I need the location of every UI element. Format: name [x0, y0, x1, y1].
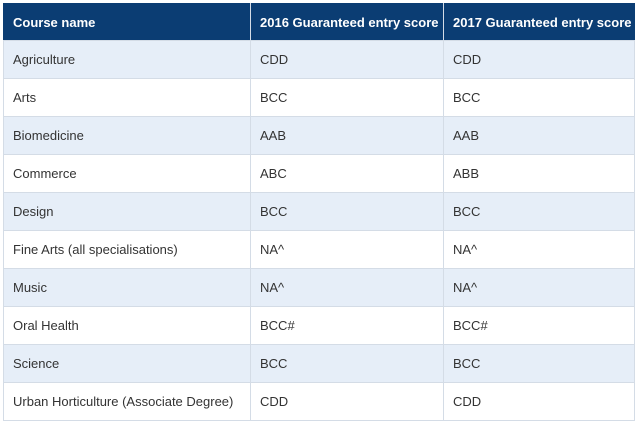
cell-2016-score: ABC — [251, 155, 444, 193]
cell-2017-score: CDD — [444, 383, 635, 421]
cell-2017-score: BCC# — [444, 307, 635, 345]
cell-2016-score: BCC — [251, 193, 444, 231]
cell-course-name: Urban Horticulture (Associate Degree) — [4, 383, 251, 421]
table-row: Commerce ABC ABB — [4, 155, 635, 193]
cell-2017-score: NA^ — [444, 231, 635, 269]
entry-score-table: Course name 2016 Guaranteed entry score … — [3, 3, 635, 421]
cell-2017-score: BCC — [444, 79, 635, 117]
cell-2016-score: CDD — [251, 41, 444, 79]
cell-2017-score: CDD — [444, 41, 635, 79]
cell-2017-score: AAB — [444, 117, 635, 155]
cell-2016-score: NA^ — [251, 231, 444, 269]
cell-course-name: Arts — [4, 79, 251, 117]
table-row: Arts BCC BCC — [4, 79, 635, 117]
table-row: Fine Arts (all specialisations) NA^ NA^ — [4, 231, 635, 269]
table-row: Oral Health BCC# BCC# — [4, 307, 635, 345]
table-row: Biomedicine AAB AAB — [4, 117, 635, 155]
cell-2016-score: BCC — [251, 79, 444, 117]
cell-course-name: Design — [4, 193, 251, 231]
entry-score-table-container: Course name 2016 Guaranteed entry score … — [3, 3, 634, 421]
cell-2016-score: CDD — [251, 383, 444, 421]
table-body: Agriculture CDD CDD Arts BCC BCC Biomedi… — [4, 41, 635, 421]
table-row: Science BCC BCC — [4, 345, 635, 383]
cell-course-name: Oral Health — [4, 307, 251, 345]
cell-course-name: Science — [4, 345, 251, 383]
header-2016-score: 2016 Guaranteed entry score — [251, 4, 444, 41]
cell-2017-score: BCC — [444, 345, 635, 383]
cell-2017-score: ABB — [444, 155, 635, 193]
cell-course-name: Agriculture — [4, 41, 251, 79]
cell-2016-score: BCC# — [251, 307, 444, 345]
cell-course-name: Fine Arts (all specialisations) — [4, 231, 251, 269]
table-header-row: Course name 2016 Guaranteed entry score … — [4, 4, 635, 41]
cell-2017-score: NA^ — [444, 269, 635, 307]
table-row: Design BCC BCC — [4, 193, 635, 231]
cell-2016-score: NA^ — [251, 269, 444, 307]
cell-course-name: Biomedicine — [4, 117, 251, 155]
cell-2016-score: BCC — [251, 345, 444, 383]
cell-2016-score: AAB — [251, 117, 444, 155]
cell-course-name: Commerce — [4, 155, 251, 193]
table-row: Urban Horticulture (Associate Degree) CD… — [4, 383, 635, 421]
cell-2017-score: BCC — [444, 193, 635, 231]
header-course-name: Course name — [4, 4, 251, 41]
header-2017-score: 2017 Guaranteed entry score — [444, 4, 635, 41]
cell-course-name: Music — [4, 269, 251, 307]
table-row: Agriculture CDD CDD — [4, 41, 635, 79]
table-row: Music NA^ NA^ — [4, 269, 635, 307]
